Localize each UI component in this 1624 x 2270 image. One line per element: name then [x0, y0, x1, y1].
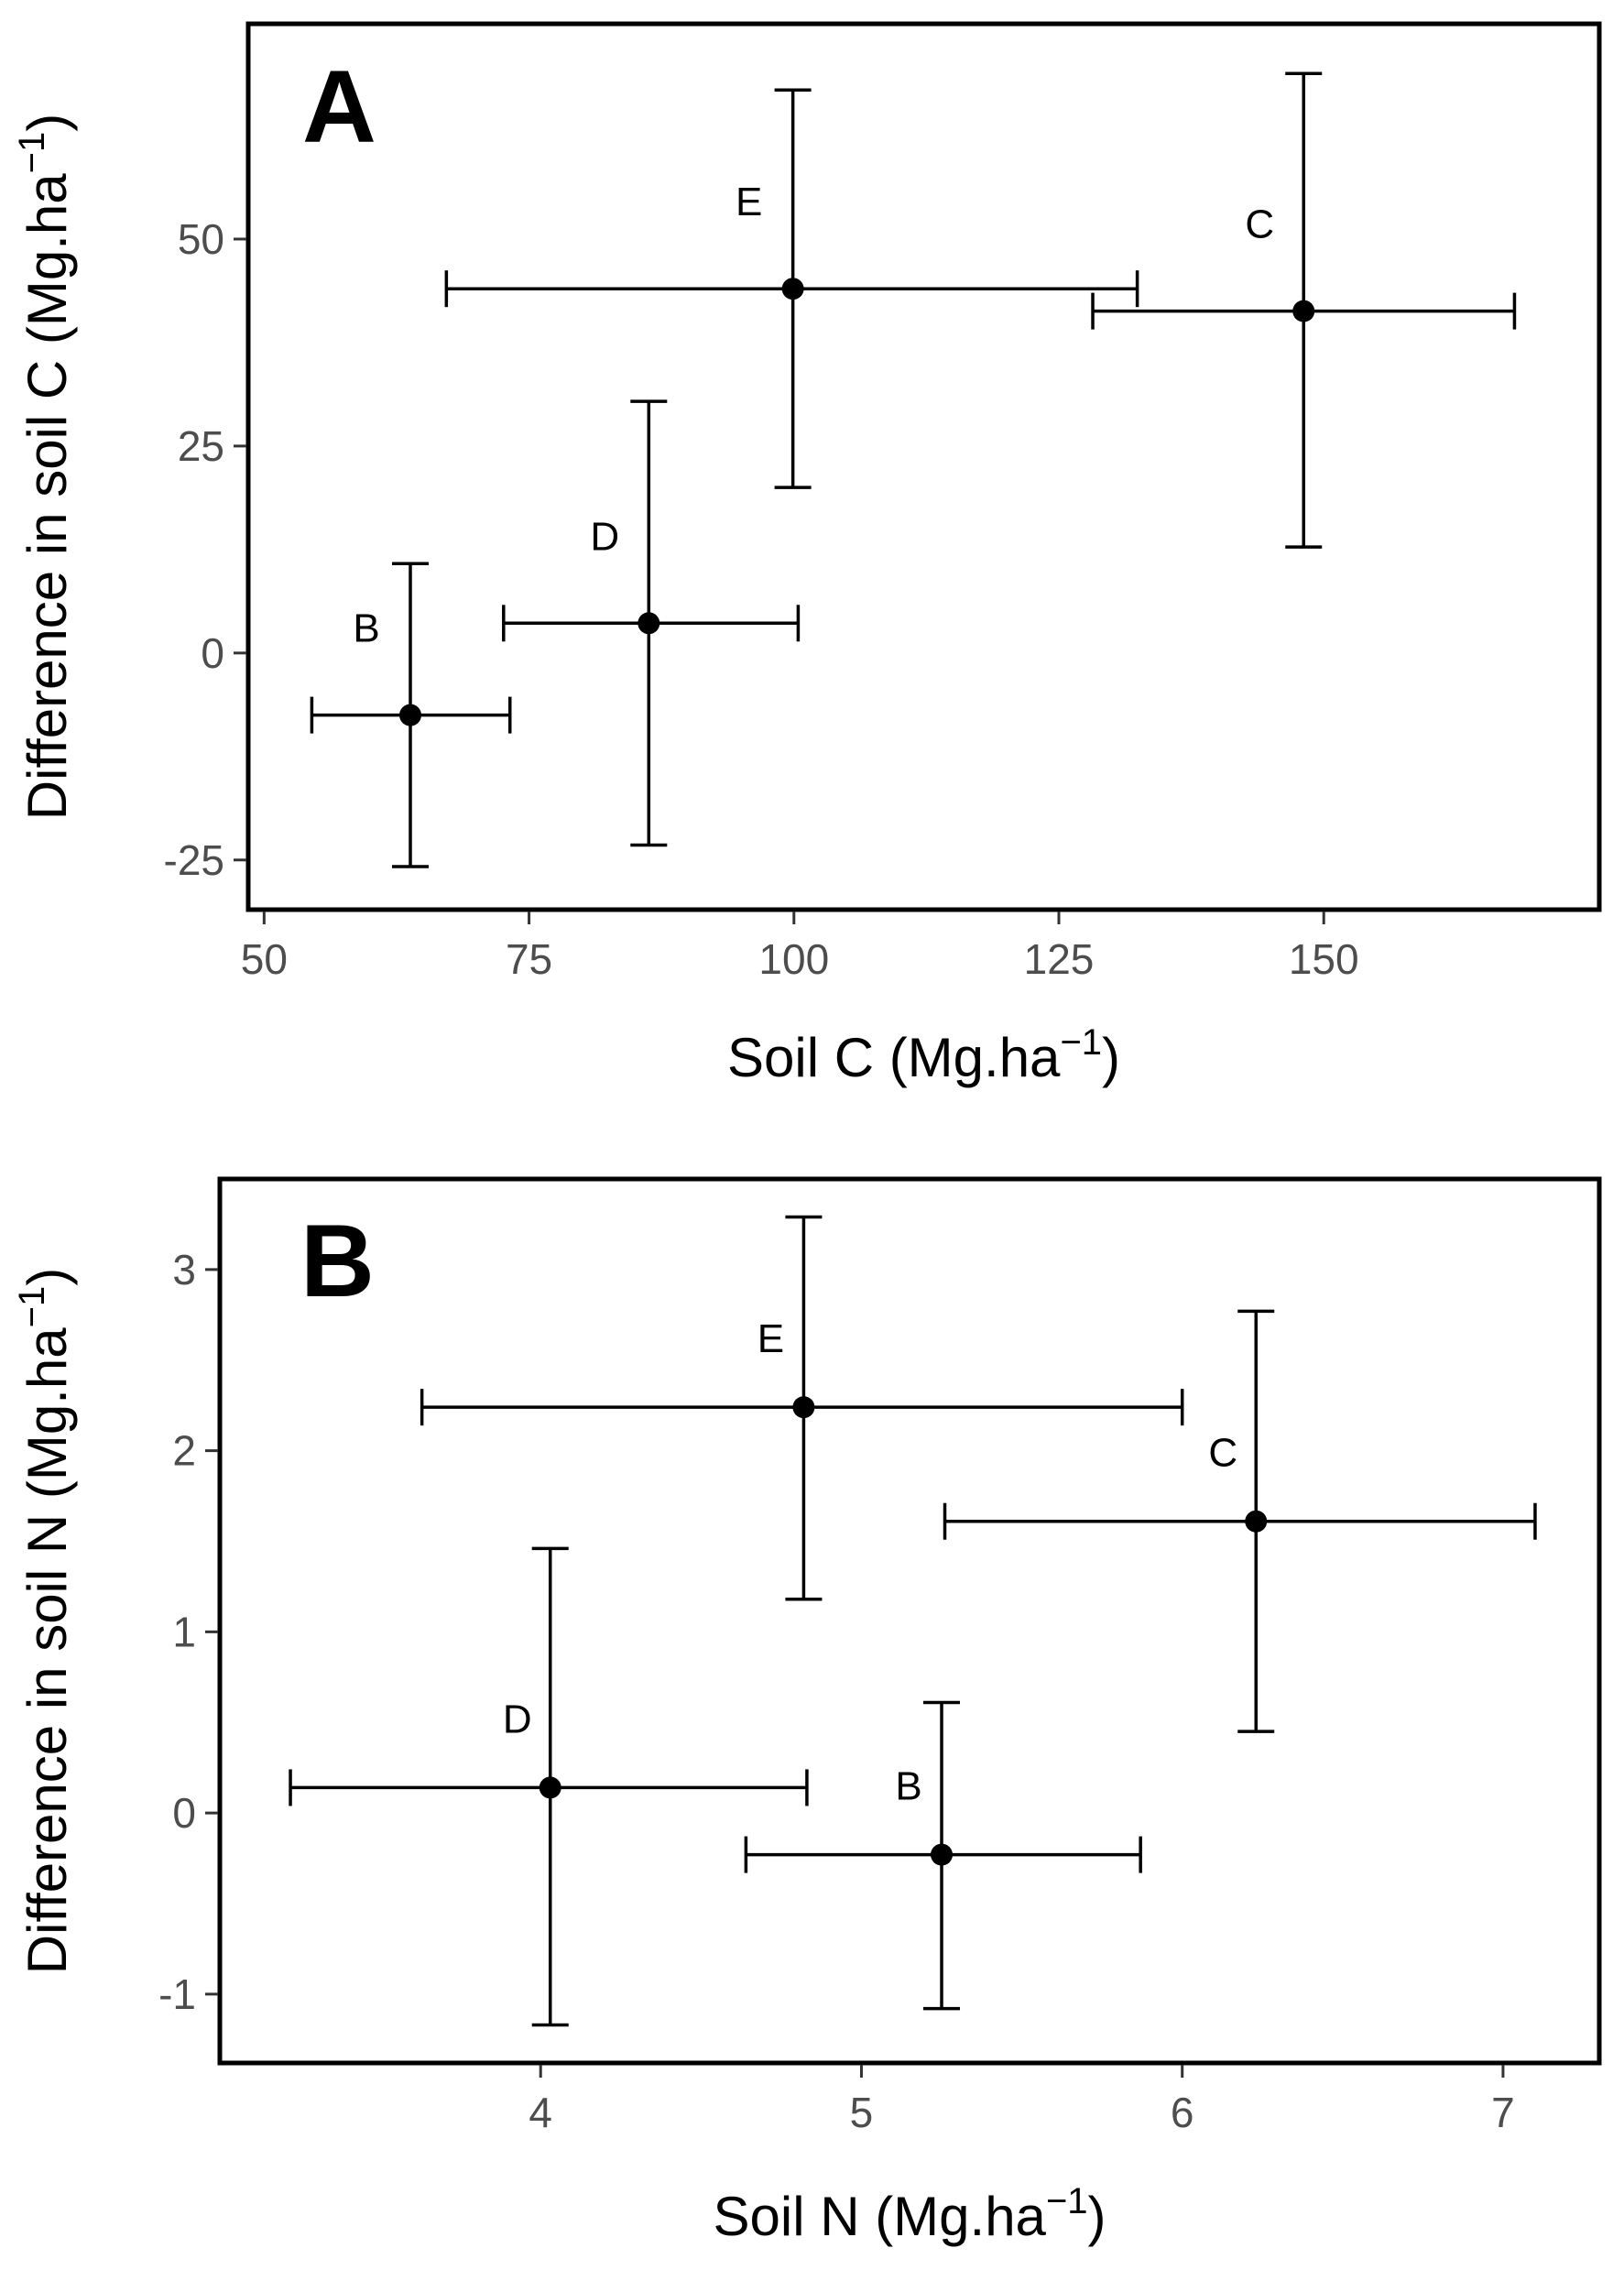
- data-point: [792, 1396, 815, 1419]
- y-axis-title: Difference in soil N (Mg.ha−1): [12, 1268, 78, 1974]
- y-axis-title-exponent: −1: [12, 132, 52, 174]
- x-tick-label: 125: [1024, 935, 1095, 983]
- point-group-C: C: [943, 1309, 1537, 1733]
- x-axis-title-text: Soil C (Mg.ha: [727, 1027, 1061, 1088]
- point-group-B: B: [744, 1700, 1142, 2011]
- x-tick-label: 4: [529, 2089, 552, 2136]
- y-axis-title-close: ): [16, 1268, 78, 1286]
- point-label: D: [503, 1697, 532, 1741]
- x-axis-title-close: ): [1102, 1027, 1120, 1088]
- y-axis-title: Difference in soil C (Mg.ha−1): [12, 114, 78, 820]
- y-tick-label: 50: [178, 215, 224, 263]
- y-axis-title-text: Difference in soil C (Mg.ha: [16, 173, 78, 820]
- y-tick-label: 25: [178, 422, 224, 470]
- point-label: E: [758, 1316, 784, 1361]
- point-group-E: E: [444, 88, 1139, 489]
- data-point: [781, 278, 804, 300]
- y-axis-title-exponent: −1: [12, 1286, 52, 1328]
- point-label: C: [1208, 1431, 1237, 1476]
- x-axis-title-exponent: −1: [1046, 2181, 1088, 2221]
- plot-frame: [245, 21, 1602, 912]
- x-axis-title: Soil C (Mg.ha−1): [727, 1022, 1120, 1088]
- x-tick-label: 100: [758, 935, 829, 983]
- y-tick-label: 0: [172, 1789, 196, 1837]
- y-axis-title-text: Difference in soil N (Mg.ha: [16, 1327, 78, 1974]
- point-label: B: [895, 1764, 921, 1809]
- point-label: E: [736, 180, 762, 224]
- y-tick-label: 0: [201, 629, 224, 677]
- point-group-D: D: [502, 399, 801, 847]
- point-group-C: C: [1091, 71, 1517, 549]
- data-point: [1245, 1510, 1268, 1533]
- x-axis-title-text: Soil N (Mg.ha: [713, 2186, 1046, 2247]
- x-axis-title: Soil N (Mg.ha−1): [713, 2181, 1106, 2247]
- y-tick-label: 1: [172, 1608, 196, 1655]
- x-tick-label: 6: [1171, 2089, 1194, 2136]
- x-axis-title-close: ): [1088, 2186, 1106, 2247]
- x-tick-label: 150: [1289, 935, 1359, 983]
- y-tick-label: 3: [172, 1246, 196, 1293]
- data-point: [1292, 300, 1315, 322]
- plot-frame: [217, 1176, 1602, 2066]
- panel-letter: A: [302, 49, 376, 164]
- data-point: [638, 612, 660, 635]
- x-tick-label: 5: [850, 2089, 874, 2136]
- y-tick-label: -1: [158, 1970, 196, 2018]
- data-point: [399, 704, 421, 726]
- y-axis-title-close: ): [16, 114, 78, 132]
- point-group-D: D: [289, 1546, 809, 2027]
- point-label: B: [353, 606, 379, 651]
- x-tick-label: 7: [1491, 2089, 1515, 2136]
- x-tick-label: 50: [241, 935, 288, 983]
- data-point: [539, 1776, 561, 1799]
- x-tick-label: 75: [506, 935, 552, 983]
- point-group-E: E: [420, 1215, 1184, 1601]
- x-axis-title-exponent: −1: [1060, 1022, 1102, 1063]
- y-tick-label: 2: [172, 1427, 196, 1475]
- point-group-B: B: [310, 562, 512, 868]
- data-point: [931, 1843, 954, 1866]
- point-label: D: [590, 514, 619, 559]
- y-tick-label: -25: [164, 836, 224, 884]
- point-label: C: [1245, 202, 1274, 247]
- panel-letter: B: [300, 1204, 375, 1318]
